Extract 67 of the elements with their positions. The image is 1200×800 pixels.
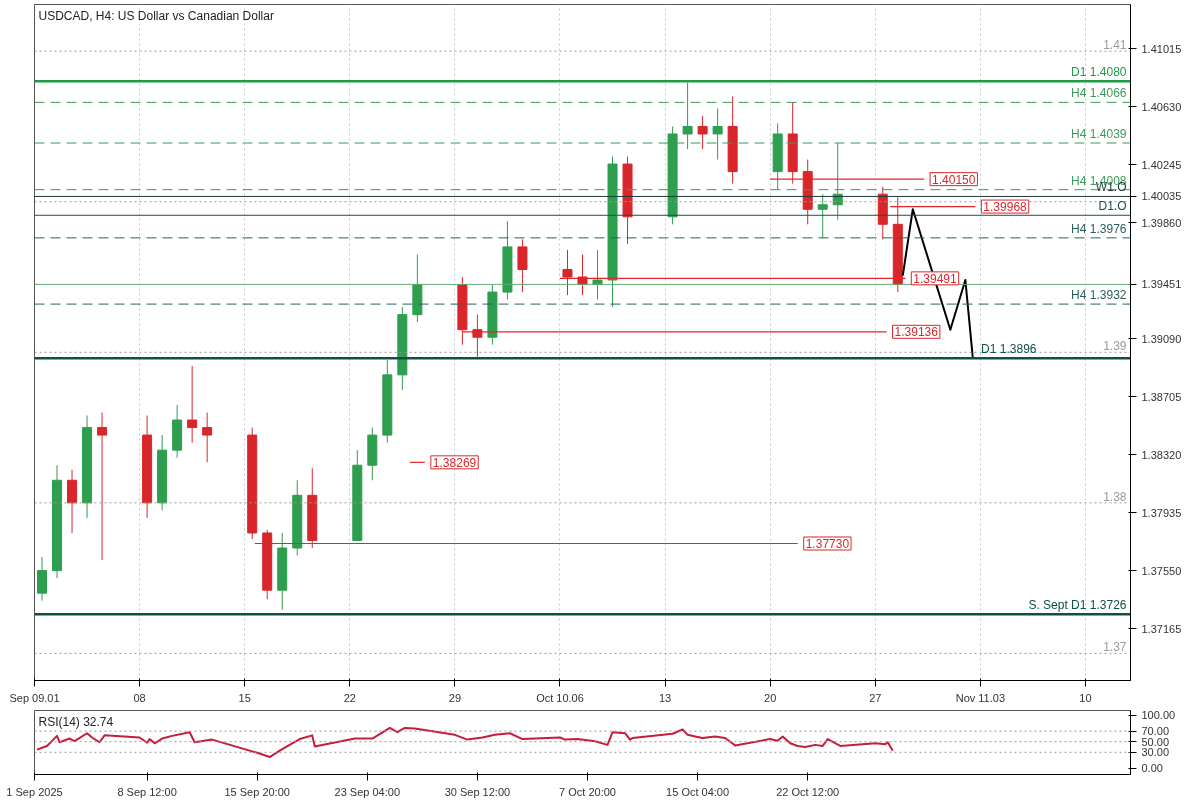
ref-line-label: 1.38 [1103, 489, 1127, 504]
x-tick-label: 15 Oct 04:00 [666, 785, 730, 798]
x-tick-label: 22 Oct 12:00 [776, 785, 840, 798]
x-tick-label: 15 [238, 691, 251, 704]
ref-line-label: S. Sept D1 1.3726 [1028, 598, 1127, 613]
x-tick-label: 29 [448, 691, 462, 704]
y-tick-label: 100.00 [1141, 709, 1176, 722]
y-tick-label: 1.38705 [1141, 390, 1182, 403]
candlestick [67, 469, 78, 534]
x-tick-label: 23 Sep 04:00 [334, 785, 401, 798]
candlestick [697, 115, 708, 150]
annotation: 1.39491 [913, 271, 957, 286]
x-tick-label: 7 Oct 20:00 [559, 785, 616, 798]
candlestick [712, 107, 723, 161]
y-tick-label: 50.00 [1141, 735, 1170, 748]
candlestick [517, 238, 528, 293]
ref-line-label: D1 1.3896 [981, 342, 1037, 357]
candlestick [37, 556, 48, 602]
x-tick-label: 08 [133, 691, 146, 704]
y-tick-label: 1.37165 [1141, 622, 1182, 635]
y-tick-label: 0.00 [1141, 762, 1163, 775]
y-tick-label: 1.37550 [1141, 564, 1182, 577]
x-tick-label: Oct 10.06 [536, 691, 584, 704]
ref-line-label: H4 1.3932 [1071, 288, 1127, 303]
y-tick-label: 1.39860 [1141, 216, 1182, 229]
y-tick-label: 1.41015 [1141, 42, 1182, 55]
candlestick [682, 82, 693, 150]
y-tick-label: 30.00 [1141, 746, 1170, 759]
annotation: 1.38269 [432, 455, 477, 470]
annotation: 1.37730 [805, 536, 850, 551]
ref-line-label: D1 1.4080 [1071, 65, 1127, 80]
chart-title: RSI(14) 32.74 [38, 714, 114, 729]
candlestick [202, 412, 213, 463]
annotation: 1.40150 [932, 172, 976, 187]
ref-line-label: 1.37 [1103, 640, 1127, 655]
x-tick-label: 8 Sep 12:00 [117, 785, 177, 798]
x-tick-label: Sep 09.01 [9, 691, 60, 704]
candlestick [592, 249, 603, 301]
ref-line-label: 1.41 [1103, 38, 1127, 53]
y-tick-label: 70.00 [1141, 725, 1170, 738]
annotation: 1.39968 [983, 200, 1028, 215]
ref-line-label: 1.39 [1103, 339, 1127, 354]
ref-line-label: H4 1.4066 [1071, 86, 1127, 101]
y-tick-label: 1.40245 [1141, 158, 1182, 171]
x-tick-label: 13 [658, 691, 672, 704]
y-tick-label: 1.37935 [1141, 506, 1182, 519]
candlestick [187, 365, 198, 444]
annotation: 1.39136 [894, 325, 939, 340]
ref-line-label: H4 1.3976 [1071, 221, 1127, 236]
ref-line-label: H4 1.4039 [1071, 127, 1127, 142]
chart-title: USDCAD, H4: US Dollar vs Canadian Dollar [38, 8, 274, 23]
y-tick-label: 1.40035 [1141, 190, 1182, 203]
candlestick [817, 193, 828, 239]
y-tick-label: 1.39451 [1141, 278, 1182, 291]
x-tick-label: 27 [869, 691, 882, 704]
x-tick-label: Nov 11.03 [955, 691, 1006, 704]
x-tick-label: 22 [343, 691, 356, 704]
ref-line-label: D1.O [1098, 199, 1127, 214]
y-tick-label: 1.40630 [1141, 100, 1182, 113]
x-tick-label: 20 [764, 691, 777, 704]
x-tick-label: 15 Sep 20:00 [224, 785, 290, 798]
y-tick-label: 1.39090 [1141, 332, 1182, 345]
candlestick [97, 412, 108, 561]
y-tick-label: 1.38320 [1141, 448, 1182, 461]
x-tick-label: 30 Sep 12:00 [444, 785, 511, 798]
x-tick-label: 1 Sep 2025 [6, 785, 63, 798]
x-tick-label: 10 [1079, 691, 1092, 704]
